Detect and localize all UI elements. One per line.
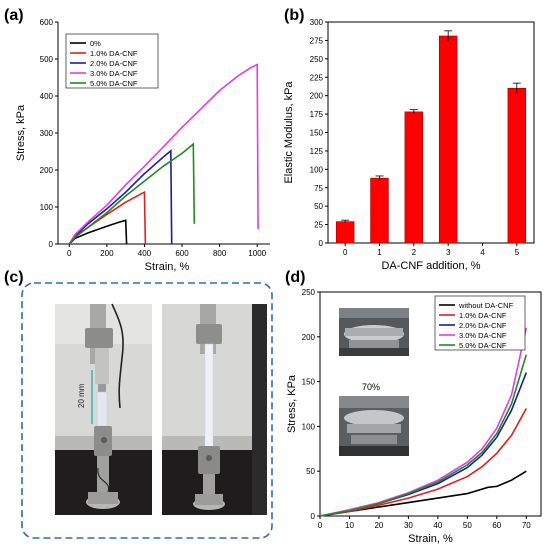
legend-label: 3.0% DA-CNF (459, 331, 507, 340)
compression-test-photo-bottom (339, 396, 409, 456)
x-tick-label: 3 (446, 248, 451, 257)
bar (404, 111, 424, 244)
y-tick-label: 100 (302, 422, 316, 431)
x-tick-label: 200 (100, 249, 114, 258)
series-line (319, 354, 528, 517)
x-tick-label: 30 (404, 521, 413, 530)
panel-b-label: (b) (284, 7, 304, 24)
x-tick-label: 400 (138, 249, 152, 258)
legend-label: 5.0% DA-CNF (459, 341, 507, 350)
y-tick-label: 300 (310, 18, 324, 27)
legend-label: 0% (90, 39, 101, 48)
scale-bar-label: 20 mm (77, 383, 86, 408)
y-tick-label: 150 (302, 378, 316, 387)
x-tick-label: 4 (480, 248, 485, 257)
series-line (319, 327, 528, 517)
y-tick-label: 100 (310, 165, 324, 174)
series-line (319, 408, 528, 517)
y-tick-label: 100 (40, 203, 54, 212)
x-tick-label: 40 (433, 521, 442, 530)
x-tick-label: 60 (492, 521, 501, 530)
series-line (68, 63, 259, 245)
y-tick-label: 175 (310, 110, 324, 119)
x-tick-label: 0 (318, 521, 323, 530)
plot-frame (327, 21, 535, 244)
photo-panel-c: (c) 20 mm (4, 269, 273, 539)
chart-d-lines (319, 327, 528, 517)
y-tick-label: 275 (310, 36, 324, 45)
y-tick-label: 200 (40, 166, 54, 175)
panel-a-label: (a) (4, 7, 24, 24)
photo-frame (21, 282, 273, 539)
y-tick-label: 250 (310, 55, 324, 64)
x-tick-label: 0 (67, 249, 72, 258)
compression-test-photo-top (339, 308, 409, 356)
legend-label: 1.0% DA-CNF (90, 49, 138, 58)
y-tick-label: 500 (40, 55, 54, 64)
panel-c-label: (c) (4, 269, 24, 286)
x-axis-title: Strain, % (145, 261, 190, 272)
chart-a-axes: 0 200 400 600 800 1000 0 100 200 300 400 500 600 Stra… (15, 18, 270, 272)
y-tick-label: 25 (314, 221, 323, 230)
bar (370, 177, 389, 244)
legend-label: 2.0% DA-CNF (459, 321, 507, 330)
y-tick-label: 225 (310, 73, 324, 82)
bar (438, 35, 458, 244)
y-axis-title: Stress, kPa (15, 104, 27, 161)
x-tick-label: 20 (374, 521, 383, 530)
x-tick-label: 0 (343, 248, 348, 257)
legend-label: without DA-CNF (458, 301, 514, 310)
x-axis-title: Strain, % (408, 533, 453, 545)
x-tick-label: 800 (213, 249, 227, 258)
inset-label: 70% (362, 382, 380, 392)
y-tick-label: 300 (40, 129, 54, 138)
x-tick-label: 10 (345, 521, 354, 530)
x-tick-label: 50 (463, 521, 472, 530)
chart-b: (b) 0 1 2 3 4 5025507510012515017520022525027… (283, 7, 535, 272)
y-axis-title: Elastic Modulus, kPa (283, 81, 295, 184)
y-tick-label: 150 (310, 129, 324, 138)
x-tick-label: 600 (175, 249, 189, 258)
chart-d: (d) 0 10 20 30 40 50 60 70 0 50 100 150 200 250 Strain… (285, 269, 542, 545)
bar (507, 88, 527, 244)
bar (335, 221, 355, 244)
tensile-test-photo-stretched: 20 mm (55, 303, 152, 515)
x-tick-label: 5 (515, 248, 520, 257)
y-tick-label: 200 (310, 92, 324, 101)
chart-a-lines (68, 63, 259, 245)
y-tick-label: 0 (49, 240, 54, 249)
y-tick-label: 250 (302, 288, 316, 297)
chart-d-axes: 0 10 20 30 40 50 60 70 0 50 100 150 200 250 Strain, % S… (286, 288, 542, 545)
panel-d-label: (d) (285, 269, 305, 286)
legend-label: 2.0% DA-CNF (90, 59, 138, 68)
y-tick-label: 125 (310, 147, 324, 156)
x-axis-title: DA-CNF addition, % (381, 260, 480, 272)
y-tick-label: 0 (319, 239, 324, 248)
x-tick-label: 70 (522, 521, 531, 530)
plot-frame (319, 291, 542, 517)
legend-label: 3.0% DA-CNF (90, 69, 138, 78)
y-tick-label: 75 (314, 184, 323, 193)
legend-label: 5.0% DA-CNF (90, 79, 138, 88)
legend-label: 1.0% DA-CNF (459, 311, 507, 320)
chart-a: (a) 0 200 400 600 800 1000 0 100 200 300 400 500 600… (4, 7, 270, 272)
y-axis-title: Stress, KPa (286, 374, 298, 433)
y-tick-label: 50 (314, 202, 323, 211)
y-tick-label: 400 (40, 92, 54, 101)
x-tick-label: 2 (412, 248, 417, 257)
chart-b-axes: 0 1 2 3 4 50255075100125150175200225250275300… (283, 18, 535, 272)
series-line (68, 149, 173, 245)
tensile-test-photo-broken (162, 304, 267, 515)
series-line (68, 142, 196, 245)
y-tick-label: 600 (40, 18, 54, 27)
y-tick-label: 50 (306, 467, 315, 476)
x-tick-label: 1 (377, 248, 382, 257)
chart-b-bars (335, 30, 527, 244)
y-tick-label: 0 (311, 512, 316, 521)
y-tick-label: 200 (302, 333, 316, 342)
series-line (319, 470, 527, 517)
x-tick-label: 1000 (248, 249, 266, 258)
